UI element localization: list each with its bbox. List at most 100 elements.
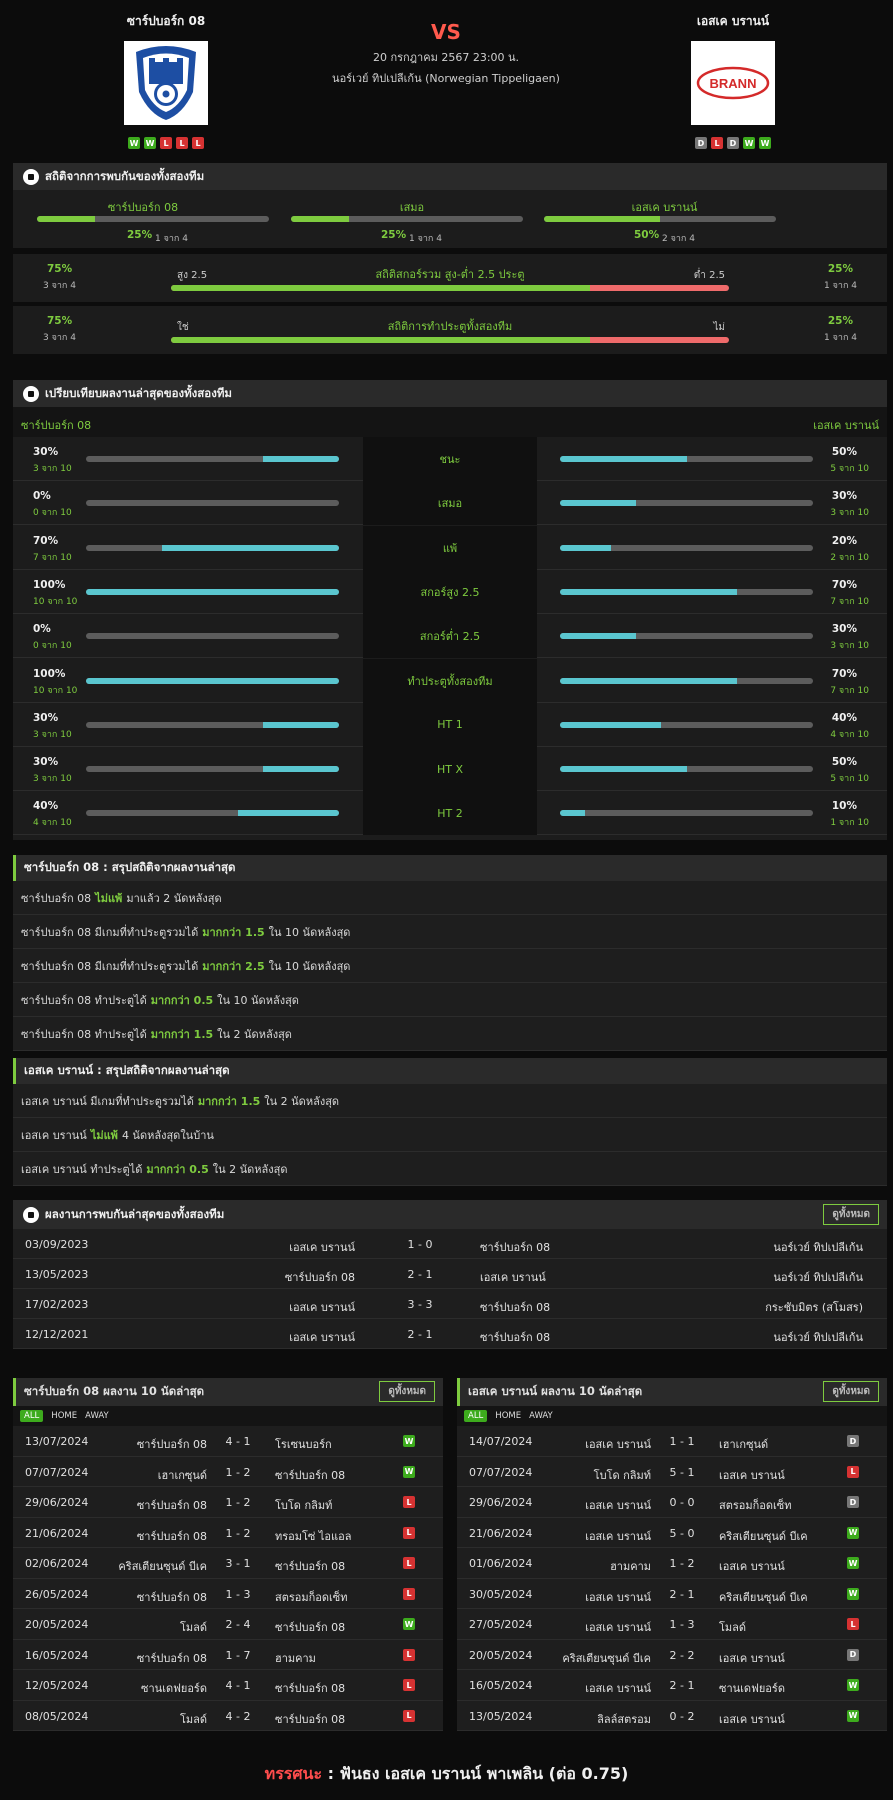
h2h-col-bar <box>544 216 776 222</box>
result-row[interactable]: 02/06/2024 คริสเตียนซุนด์ บีเค 3 - 1 ซาร์ปบ… <box>13 1548 443 1579</box>
result-date: 01/06/2024 <box>469 1557 533 1570</box>
left-bar <box>86 544 339 551</box>
right-pct: 70% <box>831 667 857 680</box>
left-bar <box>86 456 339 462</box>
result-row[interactable]: 08/05/2024 โมลด์ 4 - 2 ซาร์ปบอร์ก 08 L <box>13 1700 443 1731</box>
summary-suffix: 4 นัดหลังสุดในบ้าน <box>121 1128 214 1142</box>
h2h-stats-title: สถิติจากการพบกันของทั้งสองทีม <box>45 168 205 183</box>
result-home: โบโด กลิมท์ <box>593 1468 651 1482</box>
left-count: 0 จาก 10 <box>33 641 72 652</box>
result-row[interactable]: 16/05/2024 ซาร์ปบอร์ก 08 1 - 7 ฮามคาม L <box>13 1639 443 1670</box>
right-bar <box>560 544 813 551</box>
prediction-text: ฟันธง เอสเค บรานน์ พาเพลิน (ต่อ 0.75) <box>339 1764 629 1783</box>
match-datetime: 20 กรกฎาคม 2567 23:00 น. <box>372 51 520 64</box>
tab-all[interactable]: ALL <box>464 1410 488 1422</box>
result-row[interactable]: 13/07/2024 ซาร์ปบอร์ก 08 4 - 1 โรเซนบอร์ก W <box>13 1426 443 1457</box>
result-date: 13/05/2024 <box>469 1709 533 1723</box>
right-count: 7 จาก 10 <box>830 685 869 696</box>
h2h-row[interactable]: 03/09/2023 เอสเค บรานน์ 1 - 0 ซาร์ปบอร์ก 08… <box>13 1229 887 1259</box>
right-count: 1 จาก 10 <box>830 818 869 829</box>
compare-team-row: ซาร์ปบอร์ก 08 เอสเค บรานน์ <box>13 407 887 437</box>
compare-header: เปรียบเทียบผลงานล่าสุดของทั้งสองทีม <box>13 380 887 407</box>
home-summary-list: ซาร์ปบอร์ก 08 ไม่แพ้ มาแล้ว 2 นัดหลังสุด ซา… <box>13 881 887 1051</box>
h2h-away: ซาร์ปบอร์ก 08 <box>480 1331 551 1344</box>
result-date: 30/05/2024 <box>469 1587 533 1601</box>
left-bar <box>86 500 339 507</box>
result-home: คริสเตียนซุนด์ บีเค <box>118 1560 207 1573</box>
result-home: เฮาเกซุนด์ <box>157 1468 207 1482</box>
summary-suffix: มาแล้ว 2 นัดหลังสุด <box>126 891 222 905</box>
form-badge-l: L <box>192 137 204 149</box>
tab-home[interactable]: HOME <box>51 1411 78 1421</box>
result-row[interactable]: 07/07/2024 เฮาเกซุนด์ 1 - 2 ซาร์ปบอร์ก 08 W <box>13 1456 443 1487</box>
right-pct: 30% <box>831 623 857 636</box>
result-date: 07/07/2024 <box>25 1465 89 1479</box>
result-row[interactable]: 21/06/2024 ซาร์ปบอร์ก 08 1 - 2 ทรอมโซ่ ไอแอ… <box>13 1517 443 1548</box>
result-badge: W <box>847 1587 859 1600</box>
result-score: 0 - 0 <box>669 1496 695 1509</box>
left-bar <box>86 588 339 595</box>
summary-row: เอสเค บรานน์ ไม่แพ้ 4 นัดหลังสุดในบ้าน <box>13 1118 887 1152</box>
tab-away[interactable]: AWAY <box>529 1411 553 1421</box>
result-score: 1 - 2 <box>225 1496 251 1509</box>
away-last10-tabs: ALL HOME AWAY <box>457 1406 887 1426</box>
h2h-col-label: เสมอ <box>399 201 425 214</box>
vs-label: VS <box>431 20 461 44</box>
tab-home[interactable]: HOME <box>495 1411 522 1421</box>
result-row[interactable]: 21/06/2024 เอสเค บรานน์ 5 - 0 คริสเตียนซุนด… <box>457 1517 887 1548</box>
h2h-col-label: เอสเค บรานน์ <box>631 201 698 214</box>
bts-left-count: 3 จาก 4 <box>43 333 76 343</box>
result-home: ซาร์ปบอร์ก 08 <box>136 1499 207 1512</box>
result-row[interactable]: 16/05/2024 เอสเค บรานน์ 2 - 1 ซานเดฟยอร์ด W <box>457 1670 887 1701</box>
result-date: 13/07/2024 <box>25 1435 89 1448</box>
away-last10-view-all-button[interactable]: ดูทั้งหมด <box>823 1381 879 1402</box>
right-bar <box>560 721 813 728</box>
form-badge-d: D <box>695 137 707 149</box>
summary-suffix: ใน 10 นัดหลังสุด <box>268 959 351 973</box>
result-badge: W <box>403 1465 415 1478</box>
h2h-row[interactable]: 12/12/2021 เอสเค บรานน์ 2 - 1 ซาร์ปบอร์ก 08… <box>13 1319 887 1349</box>
tab-away[interactable]: AWAY <box>85 1411 109 1421</box>
h2h-col-pct: 25% <box>127 229 153 241</box>
right-pct: 20% <box>831 534 857 547</box>
result-date: 29/06/2024 <box>469 1496 533 1509</box>
result-row[interactable]: 01/06/2024 ฮามคาม 1 - 2 เอสเค บรานน์ W <box>457 1548 887 1579</box>
result-row[interactable]: 07/07/2024 โบโด กลิมท์ 5 - 1 เอสเค บรานน์ L <box>457 1456 887 1487</box>
result-row[interactable]: 13/05/2024 ลิลล์สตรอม 0 - 2 เอสเค บรานน์ W <box>457 1700 887 1731</box>
compare-label: เสมอ <box>363 481 537 526</box>
h2h-row[interactable]: 13/05/2023 ซาร์ปบอร์ก 08 2 - 1 เอสเค บรานน์… <box>13 1259 887 1289</box>
result-badge: W <box>403 1435 415 1447</box>
h2h-row[interactable]: 17/02/2023 เอสเค บรานน์ 3 - 3 ซาร์ปบอร์ก 08… <box>13 1289 887 1319</box>
left-count: 3 จาก 10 <box>33 464 72 474</box>
result-row[interactable]: 29/06/2024 เอสเค บรานน์ 0 - 0 สตรอมก็อดเซ็ท… <box>457 1487 887 1518</box>
result-date: 27/05/2024 <box>469 1618 533 1631</box>
tab-all[interactable]: ALL <box>20 1410 44 1422</box>
result-date: 21/06/2024 <box>25 1526 89 1540</box>
result-row[interactable]: 30/05/2024 เอสเค บรานน์ 2 - 1 คริสเตียนซุนด… <box>457 1578 887 1609</box>
result-away: คริสเตียนซุนด์ บีเค <box>719 1590 808 1604</box>
h2h-away: เอสเค บรานน์ <box>480 1271 546 1284</box>
summary-row: เอสเค บรานน์ มีเกมที่ทำประตูรวมได้ มากกว่… <box>13 1084 887 1118</box>
h2h-league: นอร์เวย์ ทิปเปลีเก้น <box>773 1331 863 1344</box>
summary-prefix: ซาร์ปบอร์ก 08 มีเกมที่ทำประตูรวมได้ <box>21 925 199 939</box>
result-badge: L <box>403 1648 415 1661</box>
result-row[interactable]: 27/05/2024 เอสเค บรานน์ 1 - 3 โมลด์ L <box>457 1609 887 1640</box>
result-row[interactable]: 29/06/2024 ซาร์ปบอร์ก 08 1 - 2 โบโด กลิมท์ L <box>13 1487 443 1518</box>
result-home: เอสเค บรานน์ <box>585 1682 651 1695</box>
summary-row: ซาร์ปบอร์ก 08 มีเกมที่ทำประตูรวมได้ มากกว… <box>13 949 887 983</box>
result-row[interactable]: 20/05/2024 คริสเตียนซุนด์ บีเค 2 - 2 เอสเค … <box>457 1639 887 1670</box>
away-summary-header: เอสเค บรานน์ : สรุปสถิติจากผลงานล่าสุด <box>13 1058 887 1084</box>
result-score: 1 - 3 <box>669 1618 695 1631</box>
result-row[interactable]: 14/07/2024 เอสเค บรานน์ 1 - 1 เฮาเกซุนด์ D <box>457 1426 887 1457</box>
result-row[interactable]: 26/05/2024 ซาร์ปบอร์ก 08 1 - 3 สตรอมก็อดเซ็… <box>13 1578 443 1609</box>
home-last10-view-all-button[interactable]: ดูทั้งหมด <box>379 1381 435 1402</box>
result-row[interactable]: 20/05/2024 โมลด์ 2 - 4 ซาร์ปบอร์ก 08 W <box>13 1609 443 1640</box>
summary-highlight: มากกว่า 1.5 <box>197 1094 261 1108</box>
h2h-stats-header: สถิติจากการพบกันของทั้งสองทีม <box>13 163 887 190</box>
right-count: 2 จาก 10 <box>830 552 869 563</box>
h2h-view-all-button[interactable]: ดูทั้งหมด <box>823 1204 879 1225</box>
result-row[interactable]: 12/05/2024 ซานเดฟยอร์ด 4 - 1 ซาร์ปบอร์ก 08 L <box>13 1670 443 1701</box>
